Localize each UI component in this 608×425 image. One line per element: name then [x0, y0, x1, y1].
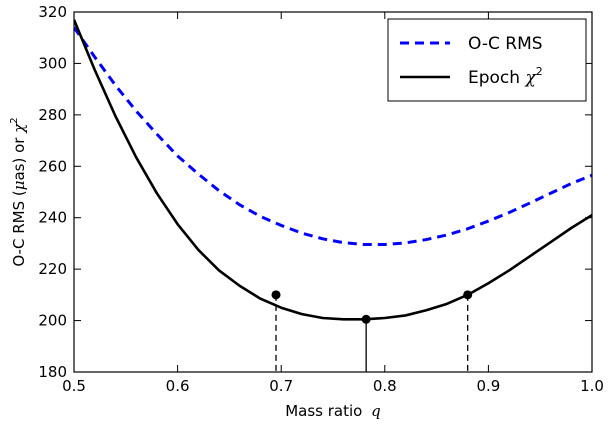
x-tick-label-4: 0.9 [476, 377, 500, 395]
legend-label-epoch-text: Epoch [468, 68, 525, 88]
y-tick-label-4: 260 [38, 157, 67, 175]
y-tick-label-5: 280 [38, 106, 67, 124]
marker-point-2 [463, 290, 473, 300]
x-axis-label-text: Mass ratio [285, 402, 362, 420]
y-axis-label-chi: χ [10, 123, 28, 134]
axis-ticks: 0.5 0.6 0.7 0.8 0.9 1.0 180 200 220 240 260 280 300 3… [38, 3, 604, 395]
legend-label-epoch-chi2: Epoch χ2 [468, 65, 543, 88]
y-tick-label-3: 240 [38, 209, 67, 227]
plot-frame [73, 11, 593, 373]
legend: O-C RMS Epoch χ2 [387, 18, 587, 102]
plot-markers [271, 290, 473, 372]
y-axis-label-prefix: O-C RMS ( [10, 190, 28, 266]
y-tick-label-0: 180 [38, 363, 67, 381]
y-axis-label-sup: 2 [9, 117, 20, 123]
y-axis-label-mu: μ [10, 181, 28, 191]
y-tick-label-2: 220 [38, 260, 67, 278]
y-tick-label-7: 320 [38, 3, 67, 21]
legend-label-chi-symbol: χ [524, 68, 537, 88]
x-tick-label-0: 0.5 [62, 377, 86, 395]
x-axis-label: Mass ratio q [285, 402, 381, 420]
x-tick-label-3: 0.8 [373, 377, 397, 395]
x-tick-label-2: 0.7 [269, 377, 293, 395]
x-tick-label-1: 0.6 [166, 377, 190, 395]
x-tick-label-5: 1.0 [580, 377, 604, 395]
y-tick-label-1: 200 [38, 312, 67, 330]
legend-box [387, 18, 587, 102]
marker-point-0 [271, 290, 281, 300]
series-line-0 [74, 26, 592, 246]
marker-point-1 [361, 314, 371, 324]
y-axis-label: O-C RMS (μas) or χ2 [9, 117, 28, 266]
legend-label-oc-rms: O-C RMS [468, 34, 543, 54]
y-axis-label-mid: as) or [10, 133, 28, 181]
legend-label-oc-rms-text: O-C RMS [468, 34, 543, 54]
x-axis-label-symbol: q [371, 402, 381, 420]
plot-curves [74, 19, 592, 321]
legend-label-chi-sup: 2 [536, 65, 543, 78]
y-tick-label-6: 300 [38, 54, 67, 72]
series-line-1 [74, 19, 592, 321]
